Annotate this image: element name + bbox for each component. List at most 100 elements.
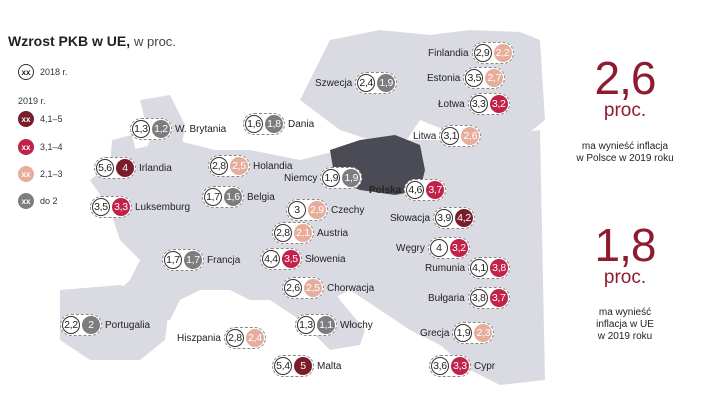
gdp-2018-value: 3 [288, 201, 306, 219]
country-marker: 2,2 2 Portugalia [60, 314, 150, 336]
country-marker: Finlandia 2,9 2,2 [428, 42, 514, 64]
country-marker: Hiszpania 2,8 2,4 [177, 327, 266, 349]
country-name: Luksemburg [135, 201, 191, 213]
gdp-2019-value: 3,2 [449, 239, 468, 257]
legend-2018: xx 2018 r. [18, 62, 68, 82]
country-name: Słowacja [390, 212, 431, 224]
gdp-pair: 4,6 3,7 [404, 179, 447, 201]
country-marker: 3,5 3,3 Luksemburg [90, 196, 190, 218]
gdp-pair: 1,9 1,9 [320, 167, 363, 189]
gdp-2018-value: 4,4 [262, 250, 280, 268]
gdp-2018-value: 4,6 [406, 181, 425, 199]
gdp-pair: 3,5 3,3 [90, 196, 132, 218]
gdp-2018-value: 1,7 [164, 251, 182, 269]
stat-poland-line-2: w Polsce w 2019 roku [576, 153, 674, 164]
gdp-2019-value: 2,5 [304, 279, 322, 297]
country-name: Portugalia [105, 319, 151, 331]
gdp-pair: 2,8 2,4 [223, 327, 266, 349]
country-marker: 2,6 2,5 Chorwacja [282, 277, 374, 299]
country-marker: 2,8 2,5 Holandia [208, 155, 292, 177]
gdp-pair: 1,9 2,3 [452, 322, 495, 344]
country-name: W. Brytania [175, 123, 227, 135]
gdp-2018-value: 1,3 [297, 316, 315, 334]
gdp-2018-value: 3,6 [431, 357, 449, 375]
legend-range-label: 3,1–4 [40, 142, 63, 152]
stat-eu: 1,8 proc. [560, 222, 690, 288]
gdp-2018-value: 1,6 [245, 115, 263, 133]
gdp-pair: 3,6 3,3 [429, 355, 471, 377]
legend-swatch: xx [18, 166, 34, 182]
country-marker: Niemcy 1,9 1,9 [284, 167, 363, 189]
gdp-2018-value: 1,3 [132, 120, 150, 138]
gdp-2018-value: 1,9 [454, 324, 473, 342]
gdp-pair: 2,2 2 [60, 314, 102, 336]
gdp-2018-value: 4 [429, 239, 448, 257]
gdp-pair: 3,5 2,7 [463, 67, 506, 89]
gdp-pair: 3,1 2,6 [439, 125, 482, 147]
gdp-2019-value: 1,9 [377, 74, 396, 92]
gdp-2018-value: 2,2 [62, 316, 80, 334]
gdp-pair: 3 2,9 [286, 199, 328, 221]
gdp-2019-value: 2,3 [474, 324, 493, 342]
gdp-pair: 2,8 2,1 [272, 222, 314, 244]
gdp-2018-value: 2,9 [473, 44, 492, 62]
stat-eu-line-2: inflacja w UE [596, 319, 654, 330]
country-marker: 1,3 1,2 W. Brytania [130, 118, 226, 140]
gdp-pair: 2,9 2,2 [471, 42, 514, 64]
legend-range-1: xx 3,1–4 [18, 137, 63, 157]
legend-swatch: xx [18, 111, 34, 127]
gdp-2018-value: 5,4 [274, 357, 292, 375]
gdp-2019-value: 2,5 [230, 157, 248, 175]
gdp-2019-value: 2,9 [308, 201, 326, 219]
country-name: Cypr [474, 360, 496, 372]
country-name: Francja [207, 254, 241, 266]
legend-sample-2018: xx [18, 64, 34, 80]
gdp-2019-value: 3,5 [282, 250, 300, 268]
gdp-2019-value: 4,2 [455, 209, 474, 227]
country-marker: Litwa 3,1 2,6 [413, 125, 482, 147]
country-marker: 3,6 3,3 Cypr [429, 355, 495, 377]
country-marker: Rumunia 4,1 3,8 [425, 257, 511, 279]
legend-year-2018: 2018 r. [40, 67, 68, 77]
gdp-2018-value: 2,8 [225, 329, 244, 347]
country-marker: Grecja 1,9 2,3 [420, 322, 495, 344]
country-marker: 3 2,9 Czechy [286, 199, 364, 221]
gdp-pair: 1,6 1,8 [243, 113, 285, 135]
gdp-2018-value: 3,5 [92, 198, 110, 216]
country-marker: Szwecja 2,4 1,9 [315, 72, 398, 94]
gdp-2019-value: 2 [82, 316, 100, 334]
gdp-2019-value: 3,7 [426, 181, 445, 199]
gdp-pair: 1,7 1,6 [202, 186, 244, 208]
gdp-2019-value: 2,1 [294, 224, 312, 242]
legend-range-0: xx 4,1–5 [18, 109, 63, 129]
stat-poland-text: ma wynieść inflacja w Polsce w 2019 roku [560, 141, 690, 165]
gdp-pair: 3,3 3,2 [467, 93, 510, 115]
gdp-2018-value: 4,1 [470, 259, 489, 277]
country-marker: Estonia 3,5 2,7 [427, 67, 506, 89]
gdp-pair: 5,6 4 [94, 157, 136, 179]
country-marker: Łotwa 3,3 3,2 [438, 93, 510, 115]
gdp-pair: 2,8 2,5 [208, 155, 250, 177]
country-name: Litwa [413, 130, 437, 142]
gdp-2018-value: 2,4 [357, 74, 376, 92]
gdp-2019-value: 3,7 [489, 289, 508, 307]
gdp-pair: 1,3 1,1 [295, 314, 337, 336]
country-name: Belgia [247, 191, 275, 203]
gdp-2019-value: 1,6 [224, 188, 242, 206]
country-marker: Węgry 4 3,2 [396, 237, 470, 259]
country-name: Słowenia [305, 253, 346, 265]
legend-year-2019: 2019 r. [18, 96, 46, 106]
legend-swatch: xx [18, 193, 34, 209]
country-name: Irlandia [139, 162, 172, 174]
gdp-2018-value: 2,8 [210, 157, 228, 175]
legend-range-label: 2,1–3 [40, 169, 63, 179]
gdp-2019-value: 3,3 [112, 198, 130, 216]
stat-eu-line-3: w 2019 roku [597, 331, 653, 342]
country-name: Niemcy [284, 172, 318, 184]
gdp-2019-value: 5 [294, 357, 312, 375]
gdp-2018-value: 3,9 [435, 209, 454, 227]
gdp-pair: 2,4 1,9 [355, 72, 398, 94]
gdp-2019-value: 3,2 [489, 95, 508, 113]
country-marker: 1,6 1,8 Dania [243, 113, 314, 135]
country-name: Rumunia [425, 262, 466, 274]
